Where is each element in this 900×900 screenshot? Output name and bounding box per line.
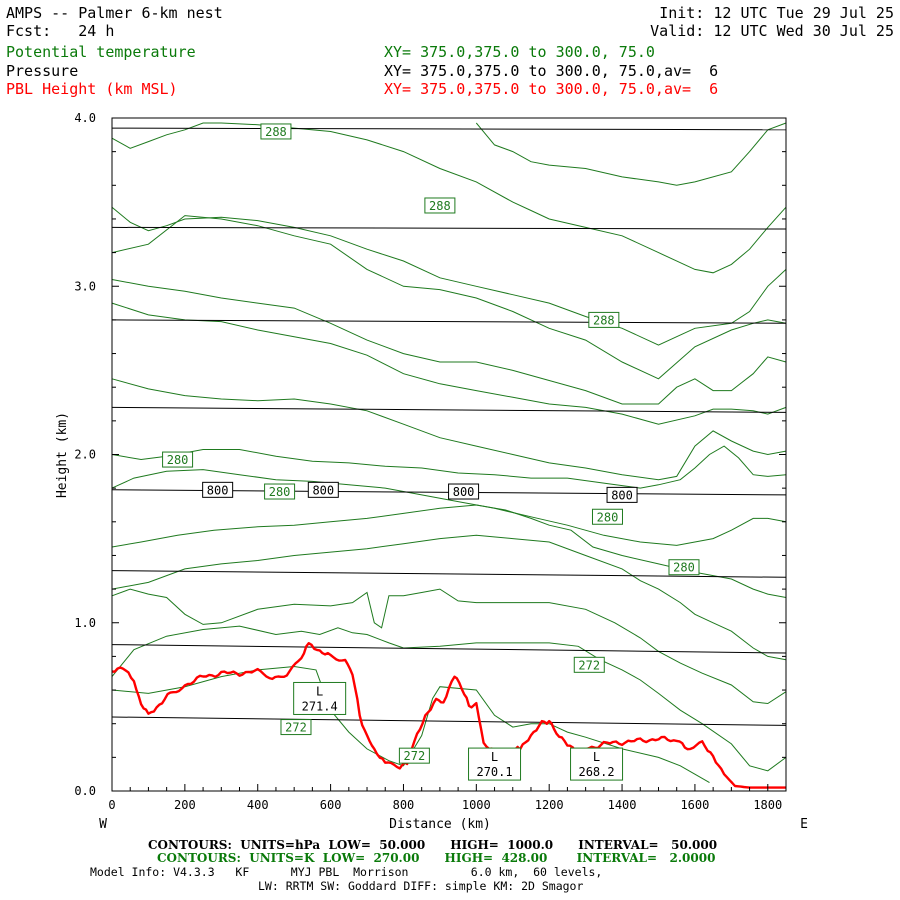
field-theta-name: Potential temperature [6, 43, 196, 61]
low-center-box [468, 747, 522, 781]
field-pbl-name: PBL Height (km MSL) [6, 80, 178, 98]
x-tick-label: 1600 [680, 798, 709, 812]
pressure-contour-label-box [307, 481, 339, 498]
theta-contour-line [111, 279, 787, 405]
y-tick-label: 0.0 [74, 784, 96, 798]
x-tick-label: 400 [247, 798, 269, 812]
theta-contour-label: 288 [265, 125, 287, 139]
theta-contour-line [111, 588, 787, 705]
theta-contour-line [111, 504, 787, 598]
theta-contour-line [111, 378, 787, 481]
theta-contour-line [111, 534, 787, 661]
field-pbl-xy: XY= 375.0,375.0 to 300.0, 75.0,av= 6 [384, 80, 719, 98]
theta-contour-label-box [668, 559, 700, 576]
pressure-contour-line [111, 716, 787, 726]
field-pressure-xy: XY= 375.0,375.0 to 300.0, 75.0,av= 6 [384, 62, 719, 80]
theta-contour-line [475, 122, 787, 186]
theta-contour-label: 272 [285, 721, 307, 735]
theta-contour-label-box [591, 508, 623, 525]
x-tick-label: 600 [320, 798, 342, 812]
theta-contour-label-box [264, 483, 296, 500]
valid-time: Valid: 12 UTC Wed 30 Jul 25 [650, 22, 894, 40]
y-axis-label: Height (km) [55, 412, 70, 498]
pressure-contour-label: 800 [453, 485, 475, 499]
pressure-contour-line [111, 570, 787, 578]
low-center-letter: L [491, 750, 498, 764]
pressure-contour-label-box [202, 481, 234, 498]
theta-contour-line [111, 469, 787, 546]
footer-theta-contours: CONTOURS: UNITS=K LOW= 270.00 HIGH= 428.… [157, 851, 716, 865]
theta-contour-label: 272 [404, 749, 426, 763]
y-tick-label: 4.0 [74, 111, 96, 125]
x-tick-label: 0 [108, 798, 115, 812]
theta-contour-label: 288 [429, 199, 451, 213]
theta-contour-label: 280 [597, 510, 619, 524]
footer-pressure-contours: CONTOURS: UNITS=hPa LOW= 50.000 HIGH= 10… [148, 838, 718, 852]
field-theta-xy: XY= 375.0,375.0 to 300.0, 75.0 [384, 43, 655, 61]
x-tick-label: 800 [393, 798, 415, 812]
theta-contour-line [111, 625, 787, 772]
theta-contour-label: 280 [269, 485, 291, 499]
theta-contour-line [111, 665, 710, 784]
y-tick-label: 1.0 [74, 616, 96, 630]
theta-contour-label: 288 [593, 313, 615, 327]
field-pressure-name: Pressure [6, 62, 79, 80]
x-axis-label: Distance (km) [389, 817, 491, 832]
x-tick-label: 200 [174, 798, 196, 812]
forecast-hour: Fcst: 24 h [6, 22, 115, 40]
x-tick-label: 1000 [462, 798, 491, 812]
low-center-value: 268.2 [578, 765, 614, 779]
low-center-box [293, 681, 347, 715]
y-tick-label: 2.0 [74, 448, 96, 462]
east-label: E [800, 817, 808, 832]
pbl-height-series [111, 642, 786, 789]
pressure-contour-line [111, 127, 787, 131]
pressure-contour-line [111, 226, 787, 230]
theta-contours [111, 122, 787, 784]
pressure-contour-label: 800 [611, 488, 633, 502]
model-title: AMPS -- Palmer 6-km nest [6, 4, 223, 22]
pbl-height-line [111, 642, 786, 789]
pressure-contour-label-box [448, 483, 480, 500]
cross-section-chart: 800 800 800 800 288 288 288 280 280 280 280 272 272 2… [55, 111, 808, 832]
theta-contour-label-box [260, 123, 292, 140]
low-center-value: 270.1 [476, 765, 512, 779]
pressure-contours [111, 127, 787, 726]
theta-contour-label-box [398, 747, 430, 764]
theta-contour-line [111, 206, 787, 346]
footer-physics-info: LW: RRTM SW: Goddard DIFF: simple KM: 2D… [258, 879, 584, 893]
theta-contour-label-box [162, 451, 194, 468]
theta-contour-line [111, 302, 787, 425]
pressure-contour-label-box [606, 486, 638, 503]
x-tick-label: 1400 [608, 798, 637, 812]
west-label: W [99, 817, 107, 832]
theta-contour-label-box [280, 719, 312, 736]
footer-model-info: Model Info: V4.3.3 KF MYJ PBL Morrison 6… [90, 865, 603, 879]
low-center-letter: L [316, 684, 323, 698]
pressure-contour-label: 800 [207, 483, 229, 497]
theta-contour-label: 272 [578, 658, 600, 672]
pressure-contour-label: 800 [312, 483, 334, 497]
pressure-contour-line [111, 644, 787, 654]
low-center-value: 271.4 [302, 699, 338, 713]
y-tick-label: 3.0 [74, 279, 96, 293]
axes: 0 200 400 600 800 1000 1200 1400 1600 1800 0.0 1.0 2… [74, 111, 786, 812]
x-tick-label: 1800 [753, 798, 782, 812]
theta-contour-label-box [573, 656, 605, 673]
pressure-contour-line [111, 319, 787, 324]
pressure-contour-line [111, 406, 787, 413]
init-time: Init: 12 UTC Tue 29 Jul 25 [659, 4, 894, 22]
theta-contour-line [111, 445, 787, 489]
theta-contour-line [111, 215, 787, 380]
theta-contour-label-box [424, 197, 456, 214]
contour-labels: 800 800 800 800 288 288 288 280 280 280 280 272 272 2… [162, 123, 700, 781]
low-center-letter: L [593, 750, 600, 764]
theta-contour-label: 280 [673, 561, 695, 575]
theta-contour-label-box [588, 311, 620, 328]
low-center-box [570, 747, 624, 781]
x-tick-label: 1200 [535, 798, 564, 812]
theta-contour-label: 280 [167, 453, 189, 467]
